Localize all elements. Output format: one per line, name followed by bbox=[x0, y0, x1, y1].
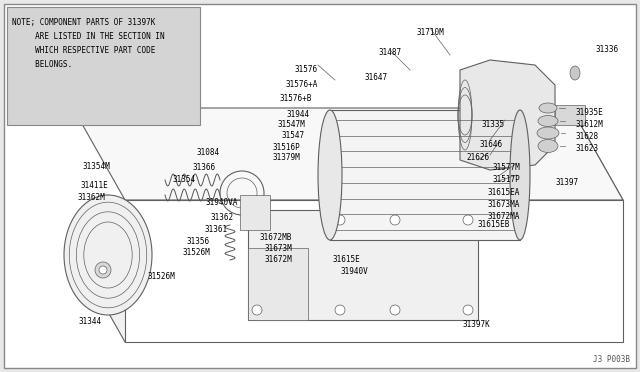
Polygon shape bbox=[571, 108, 623, 342]
Bar bbox=[7, 7, 200, 125]
Text: 31526M: 31526M bbox=[147, 272, 175, 281]
Text: 31344: 31344 bbox=[79, 317, 102, 326]
Text: NOTE; COMPONENT PARTS OF 31397K
     ARE LISTED IN THE SECTION IN
     WHICH RES: NOTE; COMPONENT PARTS OF 31397K ARE LIST… bbox=[12, 18, 164, 69]
Text: 31672M: 31672M bbox=[264, 255, 292, 264]
Ellipse shape bbox=[318, 110, 342, 240]
Polygon shape bbox=[73, 250, 623, 342]
Bar bbox=[248, 248, 308, 320]
Text: 31628: 31628 bbox=[575, 132, 598, 141]
Text: 31526M: 31526M bbox=[182, 248, 210, 257]
Ellipse shape bbox=[537, 127, 559, 139]
Text: 31397K: 31397K bbox=[462, 320, 490, 329]
Text: 31646: 31646 bbox=[480, 140, 503, 149]
Text: 31940V: 31940V bbox=[340, 267, 368, 276]
Bar bbox=[248, 210, 478, 320]
Circle shape bbox=[390, 215, 400, 225]
Ellipse shape bbox=[538, 115, 558, 126]
Text: 31516P: 31516P bbox=[272, 143, 300, 152]
Text: 31940VA: 31940VA bbox=[205, 198, 238, 207]
Polygon shape bbox=[73, 108, 623, 200]
Text: 31411E: 31411E bbox=[80, 181, 108, 190]
Circle shape bbox=[390, 305, 400, 315]
Text: 31935E: 31935E bbox=[575, 108, 603, 117]
Circle shape bbox=[252, 215, 262, 225]
Text: 31547: 31547 bbox=[282, 131, 305, 140]
Text: 31672MA: 31672MA bbox=[488, 212, 520, 221]
Text: 31615E: 31615E bbox=[332, 255, 360, 264]
Circle shape bbox=[335, 305, 345, 315]
Text: 31547M: 31547M bbox=[277, 120, 305, 129]
Text: 31672MB: 31672MB bbox=[260, 233, 292, 242]
Text: 31576+A: 31576+A bbox=[285, 80, 318, 89]
Ellipse shape bbox=[570, 66, 580, 80]
Circle shape bbox=[99, 266, 107, 274]
Polygon shape bbox=[125, 200, 623, 342]
Text: 31361: 31361 bbox=[205, 225, 228, 234]
Bar bbox=[555, 105, 585, 125]
Ellipse shape bbox=[539, 103, 557, 113]
Text: 31612M: 31612M bbox=[575, 120, 603, 129]
Text: 31623: 31623 bbox=[575, 144, 598, 153]
Text: 31944: 31944 bbox=[287, 110, 310, 119]
Ellipse shape bbox=[64, 195, 152, 315]
Text: 31354M: 31354M bbox=[83, 162, 110, 171]
Circle shape bbox=[252, 305, 262, 315]
Circle shape bbox=[463, 305, 473, 315]
Text: 31673M: 31673M bbox=[264, 244, 292, 253]
Text: 31673MA: 31673MA bbox=[488, 200, 520, 209]
Polygon shape bbox=[460, 60, 555, 170]
Text: 31487: 31487 bbox=[378, 48, 401, 57]
Text: 31615EA: 31615EA bbox=[488, 188, 520, 197]
Text: 31084: 31084 bbox=[197, 148, 220, 157]
Bar bbox=[330, 110, 520, 240]
Text: 31576: 31576 bbox=[295, 65, 318, 74]
Circle shape bbox=[335, 215, 345, 225]
Circle shape bbox=[95, 262, 111, 278]
Text: 21626: 21626 bbox=[467, 153, 490, 162]
Text: 31710M: 31710M bbox=[416, 28, 444, 37]
Ellipse shape bbox=[510, 110, 530, 240]
Text: 31647: 31647 bbox=[365, 73, 388, 82]
Bar bbox=[240, 195, 270, 230]
Ellipse shape bbox=[538, 140, 558, 153]
Text: 31615EB: 31615EB bbox=[477, 220, 510, 229]
Text: 31356: 31356 bbox=[187, 237, 210, 246]
Text: J3 P003B: J3 P003B bbox=[593, 355, 630, 364]
Text: 31362M: 31362M bbox=[77, 193, 105, 202]
Text: 31379M: 31379M bbox=[272, 153, 300, 162]
Text: 31354: 31354 bbox=[173, 175, 196, 184]
Text: 31576+B: 31576+B bbox=[280, 94, 312, 103]
Circle shape bbox=[463, 215, 473, 225]
Text: 31577M: 31577M bbox=[492, 163, 520, 172]
Text: 31366: 31366 bbox=[193, 163, 216, 172]
Text: 31517P: 31517P bbox=[492, 175, 520, 184]
Text: 31336: 31336 bbox=[595, 45, 618, 54]
Text: 31397: 31397 bbox=[555, 178, 578, 187]
Text: 31335: 31335 bbox=[482, 120, 505, 129]
Text: 31362: 31362 bbox=[211, 213, 234, 222]
